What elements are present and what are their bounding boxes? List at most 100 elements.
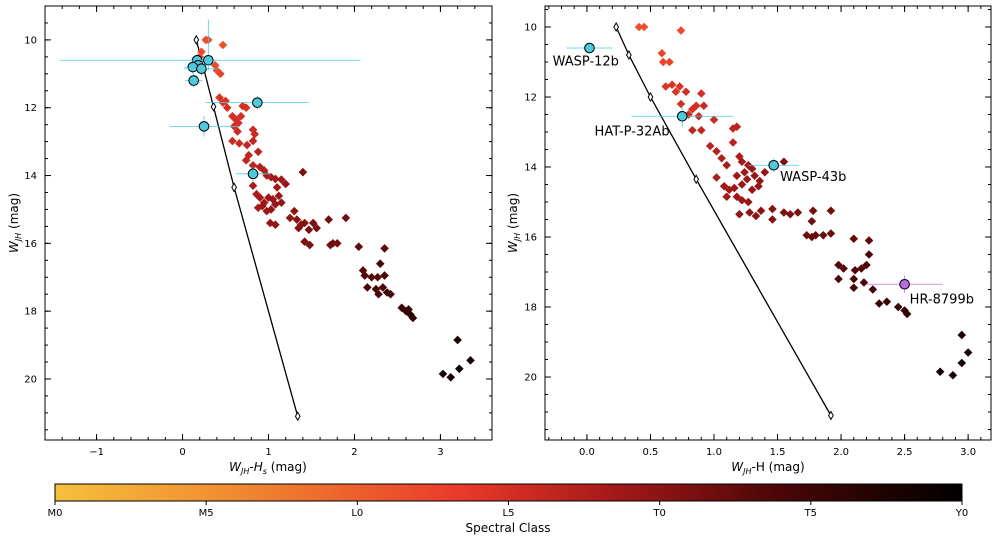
star-point — [745, 208, 754, 217]
star-point — [408, 313, 418, 323]
colorbar-gradient — [54, 483, 963, 502]
planet-point — [252, 97, 263, 108]
colorbar-tick-label: L0 — [351, 508, 363, 519]
star-point — [957, 358, 967, 368]
planet-point — [188, 75, 200, 86]
star-point — [241, 155, 251, 165]
star-point — [730, 183, 739, 193]
planet-point — [203, 54, 214, 66]
star-point — [231, 115, 241, 124]
star-point — [676, 99, 686, 109]
star-point — [849, 283, 859, 293]
x-tick-label: 1 — [265, 447, 271, 458]
star-point — [665, 57, 674, 67]
star-point — [900, 306, 909, 315]
star-point — [373, 272, 382, 282]
star-point — [248, 161, 258, 170]
star-point — [963, 348, 973, 357]
star-point — [453, 335, 462, 345]
star-point — [271, 174, 280, 184]
sequence-marker — [294, 411, 301, 422]
x-tick-label: 3 — [437, 447, 443, 458]
star-point — [691, 101, 701, 111]
star-point — [826, 229, 836, 238]
star-point — [248, 136, 258, 146]
star-point — [807, 216, 817, 226]
star-point — [705, 141, 715, 151]
star-point — [312, 223, 321, 233]
star-point — [234, 118, 243, 128]
star-point — [722, 160, 732, 170]
star-point — [253, 147, 263, 157]
star-point — [266, 205, 276, 214]
star-point — [696, 89, 706, 98]
star-point — [380, 271, 389, 280]
star-point — [893, 302, 903, 312]
star-point — [882, 297, 892, 307]
star-point — [360, 271, 370, 280]
y-tick-label: 14 — [524, 163, 537, 174]
star-point — [696, 125, 706, 135]
star-point — [709, 115, 719, 125]
star-point — [341, 213, 351, 223]
x-tick-label: 1.5 — [770, 447, 786, 458]
star-point — [779, 208, 789, 217]
star-point — [634, 22, 644, 32]
star-point — [234, 139, 244, 148]
star-point — [737, 180, 747, 189]
star-point — [671, 87, 681, 97]
star-point — [811, 230, 820, 240]
y-tick-label: 16 — [24, 239, 37, 250]
star-point — [274, 191, 284, 201]
star-point — [818, 230, 828, 240]
star-point — [262, 206, 272, 216]
star-point — [222, 103, 232, 113]
right-panel: 0.0 0.5 1.0 1.5 2.0 2.5 3.0 10 12 14 16 18 20 WASP-1… — [506, 5, 992, 476]
x-tick-label: −1 — [89, 447, 104, 458]
star-point — [210, 61, 220, 70]
star-point — [732, 171, 742, 181]
star-point — [305, 240, 315, 250]
star-point — [285, 213, 295, 223]
planet-point — [196, 63, 207, 75]
star-point — [742, 174, 752, 184]
colorbar-tick-label: M5 — [199, 508, 214, 519]
star-point — [864, 250, 874, 259]
y-tick-label: 10 — [524, 23, 537, 34]
star-point — [850, 265, 860, 275]
star-point — [271, 220, 280, 229]
planet-label: HAT-P-32Ab — [595, 125, 670, 140]
star-point — [737, 157, 747, 167]
star-point — [466, 356, 475, 365]
star-point — [228, 111, 237, 121]
colorbar-tick-label: L5 — [503, 508, 515, 519]
y-tick-label: 12 — [24, 103, 37, 114]
planet-point — [899, 278, 910, 290]
sequence-marker — [647, 91, 654, 103]
star-point — [218, 40, 228, 50]
star-point — [747, 164, 757, 174]
planet-point — [187, 61, 199, 73]
right-x-axis-label: WJH-H (mag) — [731, 460, 804, 476]
star-point — [271, 200, 280, 209]
star-point — [750, 171, 759, 181]
star-point — [675, 82, 684, 91]
star-point — [688, 104, 697, 114]
star-point — [657, 48, 667, 58]
x-tick-label: 2.0 — [833, 447, 849, 458]
star-point — [868, 285, 878, 294]
star-point — [258, 201, 267, 211]
star-point — [639, 22, 649, 32]
star-point — [216, 69, 225, 79]
star-point — [849, 234, 859, 244]
sequence-marker — [828, 410, 834, 421]
star-point — [859, 278, 869, 287]
star-point — [826, 206, 836, 216]
x-tick-label: 0.5 — [643, 447, 659, 458]
planet-point — [676, 110, 688, 122]
star-point — [363, 283, 372, 292]
star-point — [661, 82, 671, 91]
x-tick-label: 1.0 — [706, 447, 722, 458]
sequence-marker — [613, 21, 620, 33]
star-point — [304, 225, 314, 235]
